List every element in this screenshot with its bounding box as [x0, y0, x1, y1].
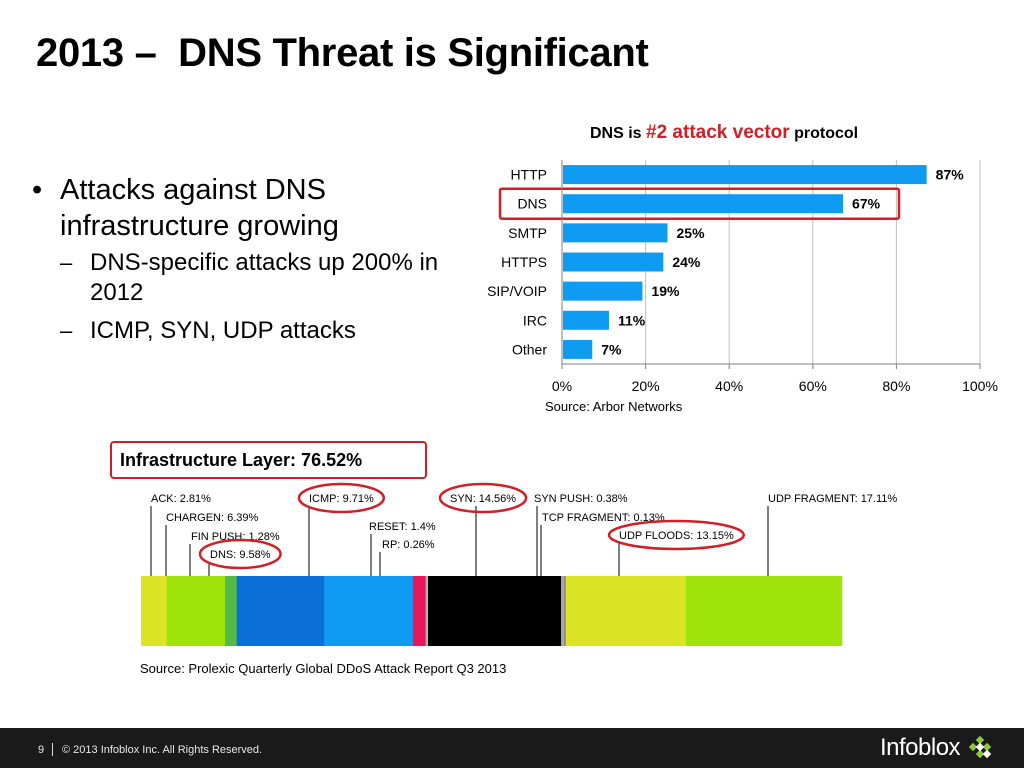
bar — [563, 281, 643, 301]
value-label: 7% — [601, 341, 622, 357]
category-label: HTTP — [510, 167, 547, 183]
segment-label: DNS: 9.58% — [210, 549, 271, 561]
sub-bullet-item: – DNS-specific attacks up 200% in 2012 — [60, 248, 452, 308]
ddos-segment — [565, 576, 687, 646]
value-label: 11% — [618, 312, 646, 328]
category-label: SIP/VOIP — [487, 283, 547, 299]
ddos-segment — [324, 576, 414, 646]
bar-chart-x-axis: 0% 20% 40% 60% 80% 100% — [552, 160, 998, 394]
bullet-item: • Attacks against DNS infrastructure gro… — [32, 172, 452, 244]
slide-title: 2013 – DNS Threat is Significant — [36, 31, 649, 75]
bullet-marker: • — [32, 174, 43, 206]
sub-bullet-text: DNS-specific attacks up 200% in 2012 — [90, 249, 439, 306]
segment-label: RESET: 1.4% — [369, 521, 436, 533]
value-label: 24% — [672, 254, 701, 270]
footer: 9 © 2013 Infoblox Inc. All Rights Reserv… — [0, 728, 1024, 768]
ddos-segment — [685, 576, 843, 646]
x-tick-label: 80% — [882, 378, 910, 394]
ddos-segment — [412, 576, 426, 646]
segment-label: UDP FRAGMENT: 17.11% — [768, 493, 897, 505]
category-label: Other — [512, 341, 547, 357]
ddos-segment — [428, 576, 562, 646]
bar — [563, 223, 668, 243]
segment-label: FIN PUSH: 1.28% — [191, 531, 280, 543]
category-label: SMTP — [508, 225, 547, 241]
segment-label: ACK: 2.81% — [151, 493, 211, 505]
category-label: HTTPS — [501, 254, 547, 270]
segment-label: ICMP: 9.71% — [309, 493, 374, 505]
category-label: IRC — [523, 312, 547, 328]
bar-chart-title-highlight: #2 attack vector — [646, 122, 790, 143]
sub-bullet-marker: – — [60, 250, 73, 275]
x-tick-label: 0% — [552, 378, 572, 394]
copyright-text: © 2013 Infoblox Inc. All Rights Reserved… — [62, 744, 263, 756]
sub-bullet-marker: – — [60, 318, 73, 343]
infoblox-logo-icon — [968, 736, 992, 759]
bar-chart-title-suffix: protocol — [790, 125, 858, 142]
value-label: 25% — [677, 225, 706, 241]
bar-chart-title: DNS is #2 attack vector protocol — [590, 122, 858, 143]
page-number: 9 — [38, 744, 45, 756]
value-label: 19% — [651, 283, 680, 299]
x-tick-label: 20% — [632, 378, 660, 394]
bar — [563, 252, 664, 272]
ddos-callouts: ACK: 2.81% CHARGEN: 6.39% FIN PUSH: 1.28% D… — [150, 482, 897, 576]
ddos-segment — [560, 576, 565, 646]
ddos-segments — [141, 576, 843, 646]
highlight-box — [498, 187, 901, 220]
sub-bullet-text: ICMP, SYN, UDP attacks — [90, 317, 356, 344]
segment-label: UDP FLOODS: 13.15% — [619, 530, 734, 542]
highlight-circle — [198, 538, 282, 570]
highlight-circle — [438, 482, 528, 514]
highlight-circle — [607, 519, 745, 551]
bar — [563, 339, 593, 359]
protocol-bar-chart: DNS is #2 attack vector protocol HTTP 87%… — [487, 122, 998, 414]
ddos-segment — [425, 576, 429, 646]
footer-separator — [52, 743, 53, 756]
segment-label: SYN: 14.56% — [450, 493, 516, 505]
bar-chart-source: Source: Arbor Networks — [545, 399, 683, 414]
bar-chart-title-prefix: DNS is — [590, 125, 646, 142]
ddos-segment — [141, 576, 167, 646]
ddos-segment — [236, 576, 325, 646]
ddos-segment — [166, 576, 226, 646]
bar — [563, 165, 927, 185]
value-label: 67% — [852, 196, 881, 212]
ddos-attack-stacked-bar: ACK: 2.81% CHARGEN: 6.39% FIN PUSH: 1.28% D… — [141, 482, 897, 646]
segment-label: CHARGEN: 6.39% — [166, 512, 259, 524]
category-label: DNS — [517, 196, 547, 212]
bullet-list: • Attacks against DNS infrastructure gro… — [32, 172, 452, 346]
bullet-text: Attacks against DNS infrastructure growi… — [60, 174, 339, 242]
segment-label: RP: 0.26% — [382, 539, 435, 551]
x-tick-label: 100% — [962, 378, 998, 394]
segment-label: TCP FRAGMENT: 0.13% — [542, 512, 665, 524]
x-tick-label: 60% — [799, 378, 827, 394]
bar — [563, 310, 609, 330]
ddos-segment — [564, 576, 566, 646]
sub-bullet-item: – ICMP, SYN, UDP attacks — [60, 316, 452, 346]
infrastructure-layer-title: Infrastructure Layer: 76.52% — [110, 441, 427, 479]
ddos-segment — [225, 576, 238, 646]
brand-name: Infoblox — [880, 734, 961, 761]
segment-label: SYN PUSH: 0.38% — [534, 493, 628, 505]
value-label: 87% — [936, 167, 965, 183]
bar — [563, 194, 844, 214]
highlight-circle — [297, 482, 386, 514]
ddos-chart-source: Source: Prolexic Quarterly Global DDoS A… — [140, 661, 507, 676]
x-tick-label: 40% — [715, 378, 743, 394]
bar-chart-bars: HTTP 87% DNS 67% SMTP 25% HTTPS 24% SIP/VOIP 19% I… — [487, 165, 964, 359]
